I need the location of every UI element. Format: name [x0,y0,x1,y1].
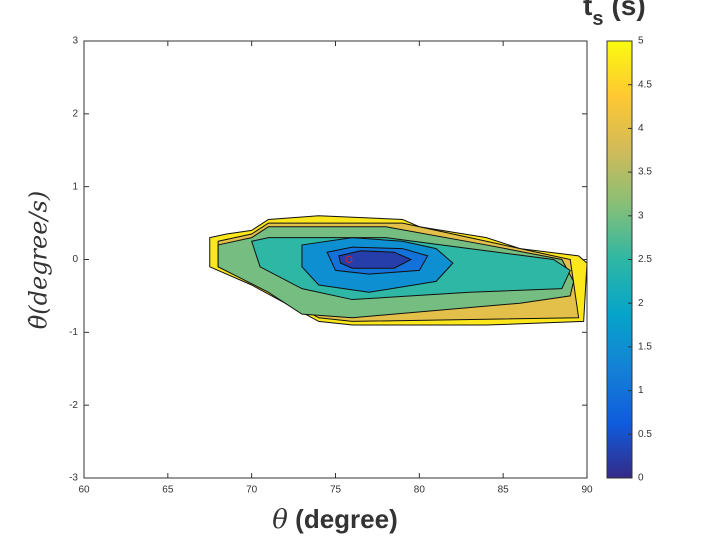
x-tick-label: 70 [246,485,258,496]
y-tick-label: -3 [69,473,78,484]
colorbar-label: ts (s) [583,0,646,30]
y-tick-label: 1 [72,181,78,192]
x-tick-label: 60 [78,485,90,496]
colorbar-tick-label: 2 [638,298,644,309]
colorbar-tick-label: 0.5 [638,429,652,440]
colorbar-tick-label: 0 [638,473,644,484]
contour-region [338,250,413,269]
x-tick-label: 80 [414,485,426,496]
y-tick-label: 2 [72,108,78,119]
colorbar-tick-label: 2.5 [638,254,652,265]
colorbar-tick-label: 1.5 [638,342,652,353]
x-label-symbol: θ [272,505,288,535]
colorbar-label-unit: (s) [611,0,645,21]
x-tick-label: 75 [330,485,342,496]
x-tick-label: 85 [498,485,510,496]
colorbar-tick-label: 1 [638,385,644,396]
colorbar-tick-label: 4 [638,123,644,134]
colorbar-tick-label: 4.5 [638,79,652,90]
y-tick-label: -2 [69,400,78,411]
x-axis-label: θ (degree) [272,504,397,535]
colorbar-tick-label: 3 [638,210,644,221]
x-label-unit: (degree) [295,504,398,534]
x-tick-label: 90 [581,485,593,496]
marker [345,256,353,263]
y-tick-label: 3 [72,36,78,47]
colorbar-label-sub: s [592,8,603,30]
y-tick-label: 0 [72,254,78,265]
colorbar-label-main: t [583,0,592,21]
colorbar-tick-label: 5 [638,36,644,47]
y-tick-label: -1 [69,327,78,338]
plot-area [83,40,588,479]
colorbar [606,40,633,479]
x-tick-label: 65 [162,485,174,496]
y-axis-label: θ̇(degree/s) [25,191,53,329]
colorbar-tick-label: 3.5 [638,167,652,178]
